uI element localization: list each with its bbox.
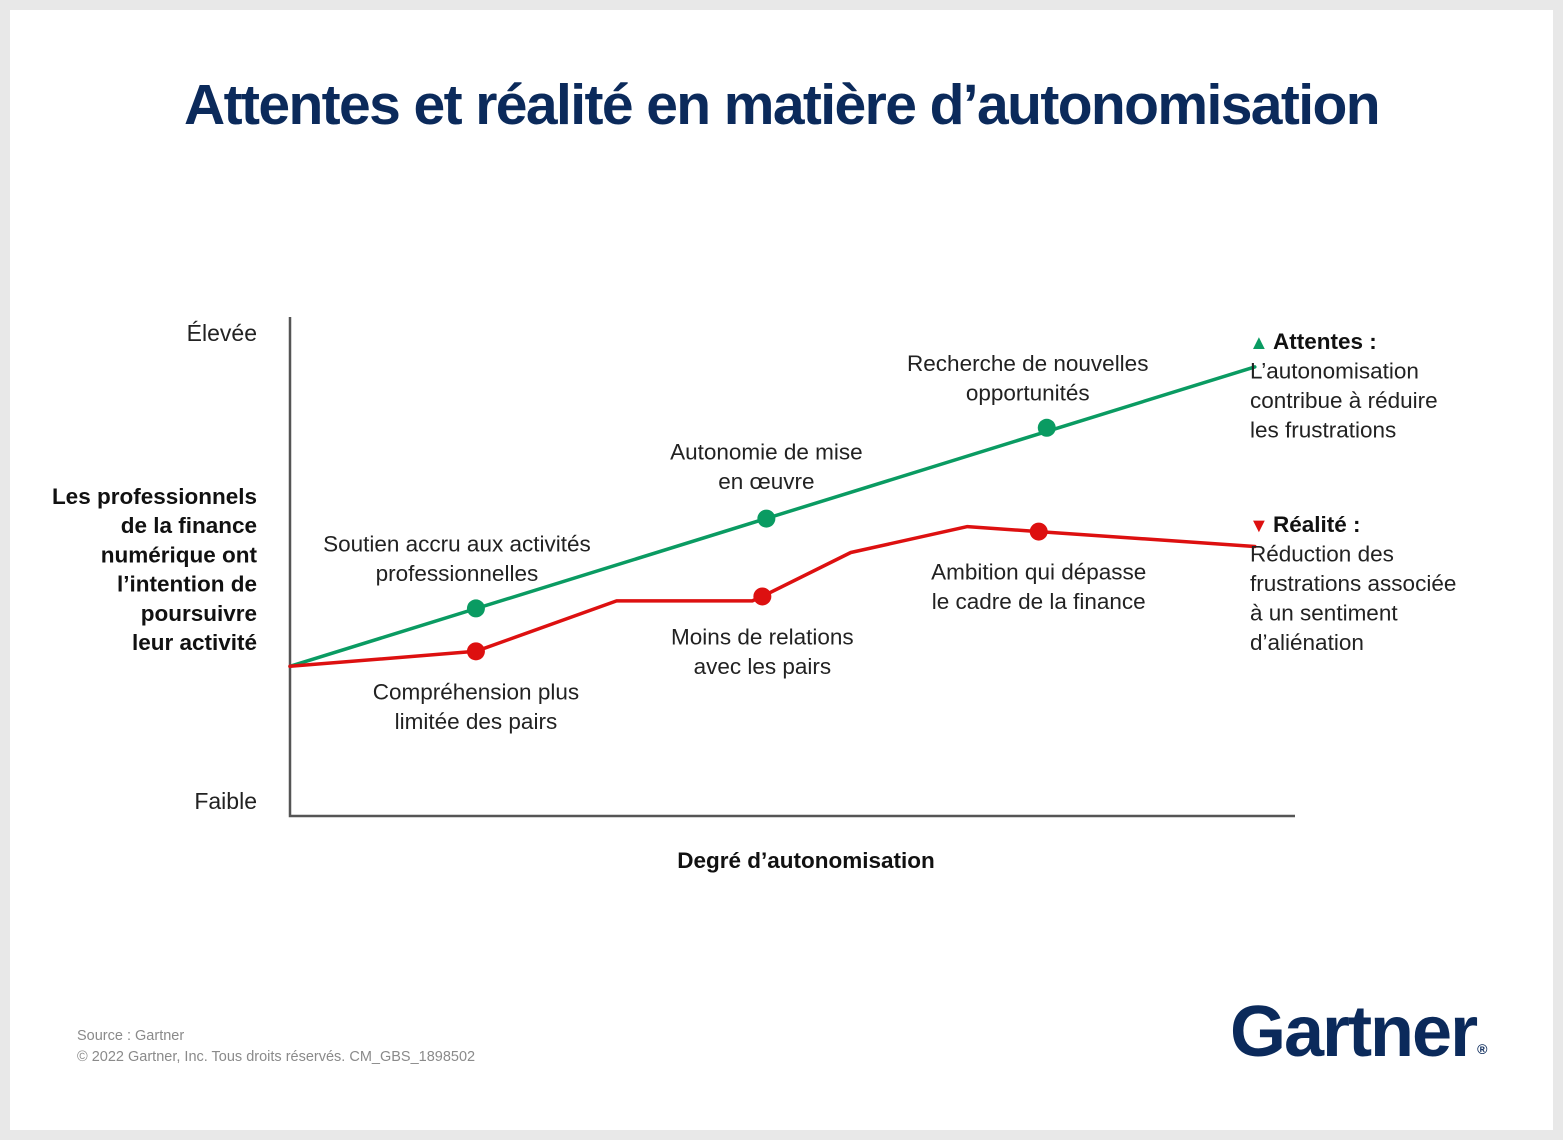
reality-annotation-line: le cadre de la finance <box>932 589 1146 614</box>
reality-annotation-line: avec les pairs <box>694 654 832 679</box>
page-title: Attentes et réalité en matière d’autonom… <box>184 73 1381 137</box>
y-axis-label-line: leur activité <box>132 630 257 655</box>
reality-point <box>753 587 772 606</box>
y-axis-label-line: poursuivre <box>141 601 257 626</box>
expectation-annotation-line: opportunités <box>966 380 1090 405</box>
reality-legend-text-line: d’aliénation <box>1250 630 1364 655</box>
reality-legend-icon: ▼ <box>1249 515 1269 537</box>
reality-annotation-line: Ambition qui dépasse <box>931 560 1146 585</box>
source-note: Source : Gartner <box>77 1028 185 1044</box>
y-axis-label-line: Les professionnels <box>52 484 257 509</box>
expectation-legend-text-line: contribue à réduire <box>1250 388 1438 413</box>
gartner-logo: Gartner® <box>1230 996 1487 1068</box>
axes <box>288 317 1295 818</box>
reality-annotation-line: Moins de relations <box>671 624 854 649</box>
reality-annotation-line: limitée des pairs <box>395 709 558 734</box>
expectation-legend-heading: Attentes : <box>1273 329 1377 354</box>
reality-legend-heading: Réalité : <box>1273 512 1361 537</box>
x-axis-label: Degré d’autonomisation <box>677 848 935 873</box>
logo-text: Gartner <box>1230 992 1478 1072</box>
reality-annotation-line: Compréhension plus <box>373 679 579 704</box>
expectation-annotation-line: Recherche de nouvelles <box>907 351 1148 376</box>
reality-legend-text-line: frustrations associée <box>1250 571 1456 596</box>
y-axis-label-line: numérique ont <box>101 542 258 567</box>
reality-point <box>1029 522 1048 541</box>
expectation-annotation-line: en œuvre <box>718 469 814 494</box>
expectation-annotation-line: Autonomie de mise <box>670 440 863 465</box>
y-tick-low: Faible <box>194 788 257 814</box>
y-tick-high: Élevée <box>187 320 257 346</box>
y-axis-label-line: de la finance <box>121 513 257 538</box>
expectation-legend-text-line: L’autonomisation <box>1250 359 1419 384</box>
expectation-point <box>466 599 485 618</box>
expectation-annotation-line: Soutien accru aux activités <box>323 531 591 556</box>
reality-legend-text-line: Réduction des <box>1250 542 1394 567</box>
expectation-point <box>757 509 776 528</box>
expectation-point <box>1037 418 1056 437</box>
reality-legend-text-line: à un sentiment <box>1250 601 1398 626</box>
registered-mark: ® <box>1477 1041 1488 1057</box>
infographic-card <box>10 10 1553 1130</box>
expectation-legend-text-line: les frustrations <box>1250 418 1396 443</box>
expectation-annotation-line: professionnelles <box>376 561 539 586</box>
reality-point <box>466 642 485 661</box>
copyright-note: © 2022 Gartner, Inc. Tous droits réservé… <box>77 1049 476 1065</box>
expectation-legend-icon: ▲ <box>1249 332 1269 354</box>
y-axis-label-line: l’intention de <box>117 572 257 597</box>
